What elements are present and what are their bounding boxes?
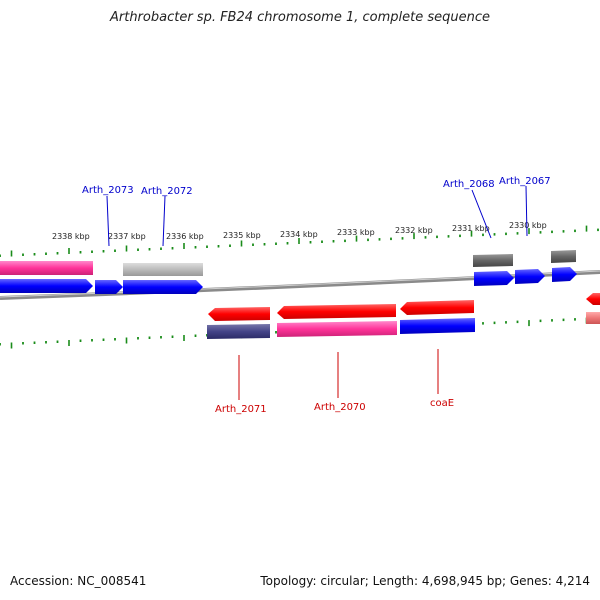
tick-label-2337: 2337 kbp — [108, 232, 146, 241]
gene-label-arth-2068[interactable]: Arth_2068 — [443, 179, 495, 190]
gene-feature[interactable] — [0, 279, 93, 293]
gene-feature[interactable] — [277, 321, 397, 337]
tick-label-2331: 2331 kbp — [452, 224, 490, 233]
gene-label-arth-2071[interactable]: Arth_2071 — [215, 404, 267, 415]
tick-label-2332: 2332 kbp — [395, 226, 433, 235]
forward-outer-features — [0, 250, 576, 276]
gene-feature[interactable] — [400, 300, 474, 315]
gene-feature[interactable] — [95, 280, 123, 294]
tick-label-2338: 2338 kbp — [52, 232, 90, 241]
gene-label-arth-2067[interactable]: Arth_2067 — [499, 176, 551, 187]
map-title: Arthrobacter sp. FB24 chromosome 1, comp… — [109, 10, 491, 25]
gene-label-arth-2073[interactable]: Arth_2073 — [82, 185, 134, 196]
tick-label-2335: 2335 kbp — [223, 231, 261, 240]
genome-stats-label: Topology: circular; Length: 4,698,945 bp… — [260, 574, 590, 588]
gene-feature[interactable] — [277, 304, 396, 319]
tick-labels: 2338 kbp 2337 kbp 2336 kbp 2335 kbp 2334… — [52, 221, 547, 241]
gene-feature[interactable] — [586, 312, 600, 324]
accession-label: Accession: NC_008541 — [10, 574, 147, 588]
gene-feature[interactable] — [515, 269, 545, 284]
label-leader — [525, 185, 528, 237]
gene-feature[interactable] — [400, 318, 475, 334]
reverse-inner-features — [208, 293, 600, 321]
gene-feature[interactable] — [474, 271, 514, 286]
gene-feature[interactable] — [586, 293, 600, 305]
gene-feature[interactable] — [123, 280, 203, 294]
reverse-outer-features — [207, 312, 600, 339]
gene-label-arth-2070[interactable]: Arth_2070 — [314, 402, 366, 413]
label-leader — [471, 189, 492, 239]
gene-feature[interactable] — [207, 324, 270, 339]
tick-row-outer — [0, 225, 599, 257]
gene-feature[interactable] — [552, 267, 577, 282]
tick-label-2333: 2333 kbp — [337, 228, 375, 237]
gene-feature[interactable] — [473, 254, 513, 267]
reverse-gene-labels: Arth_2071 Arth_2070 coaE — [215, 349, 454, 415]
label-leader — [162, 195, 166, 247]
gene-feature[interactable] — [123, 263, 203, 276]
forward-gene-labels: Arth_2073 Arth_2072 Arth_2068 Arth_2067 — [82, 176, 551, 247]
gene-feature[interactable] — [551, 250, 576, 263]
label-leader — [106, 195, 110, 247]
gene-feature[interactable] — [208, 307, 270, 321]
tick-label-2330: 2330 kbp — [509, 221, 547, 230]
tick-label-2336: 2336 kbp — [166, 232, 204, 241]
tick-label-2334: 2334 kbp — [280, 230, 318, 239]
gene-feature[interactable] — [0, 261, 93, 275]
gene-label-arth-2072[interactable]: Arth_2072 — [141, 186, 193, 197]
gene-label-coae[interactable]: coaE — [430, 398, 454, 409]
forward-inner-features — [0, 267, 577, 294]
